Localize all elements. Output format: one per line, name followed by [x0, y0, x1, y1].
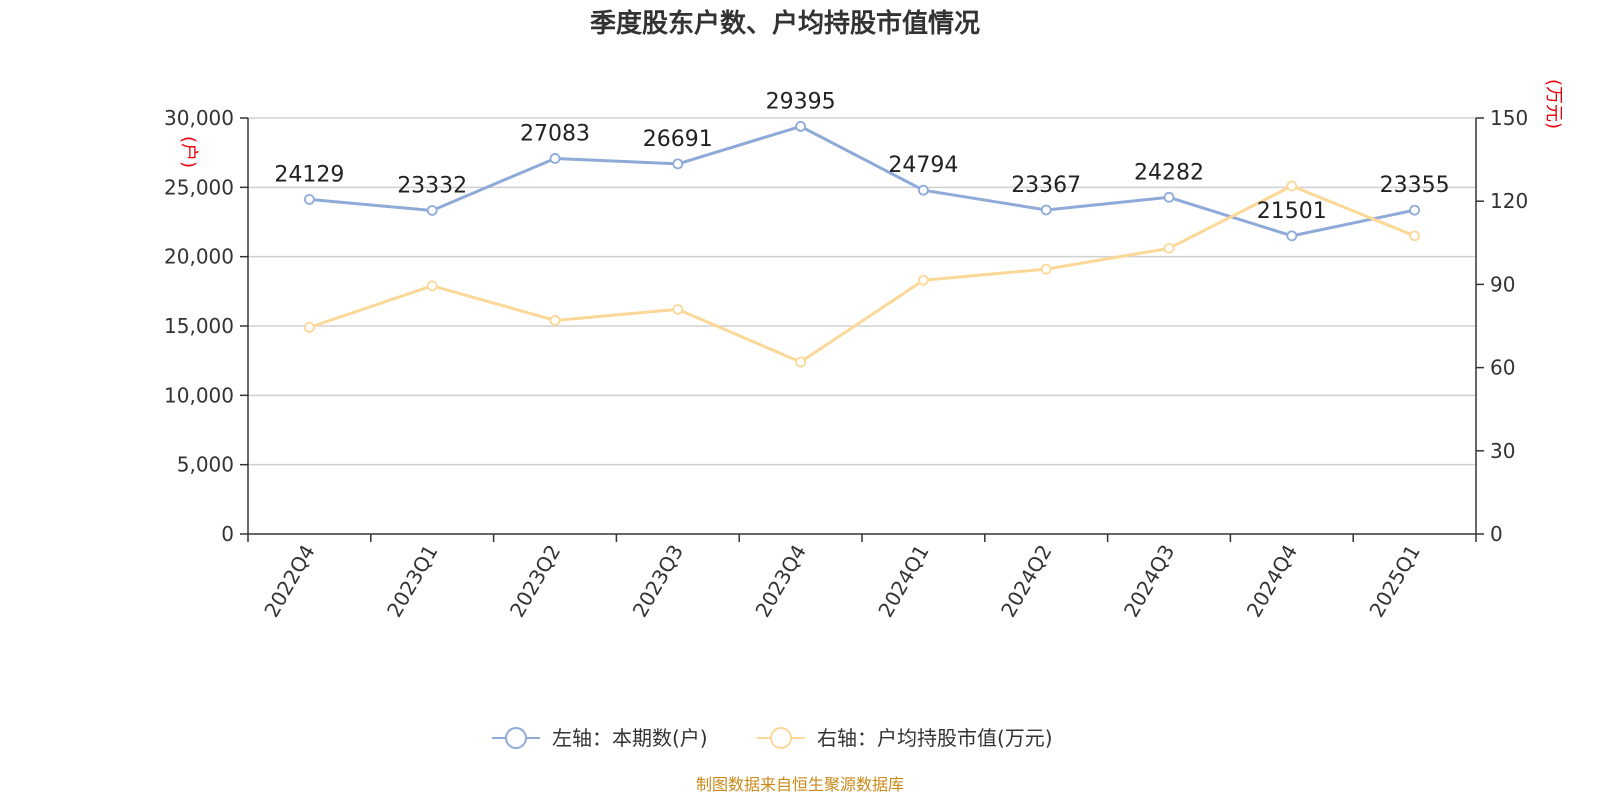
data-point-households[interactable]	[672, 158, 684, 170]
data-point-market-value[interactable]	[1040, 263, 1052, 275]
data-point-households[interactable]	[1163, 191, 1175, 203]
data-point-market-value[interactable]	[426, 280, 438, 292]
x-tick-label: 2022Q4	[259, 541, 319, 622]
legend-households-marker-icon	[505, 727, 527, 749]
source-note: 制图数据来自恒生聚源数据库	[696, 775, 904, 794]
data-point-market-value[interactable]	[1286, 180, 1298, 192]
data-label: 23355	[1380, 173, 1450, 198]
right-tick-label: 30	[1490, 439, 1515, 463]
legend-item-market-value[interactable]: 右轴：户均持股市值(万元)	[757, 726, 1053, 750]
right-axis-unit: (万元)	[1543, 79, 1564, 129]
data-label: 24129	[274, 162, 344, 187]
data-label: 24794	[888, 153, 958, 178]
left-tick-label: 0	[221, 522, 234, 546]
data-point-households[interactable]	[918, 184, 929, 196]
right-tick-label: 120	[1490, 189, 1528, 213]
data-point-market-value[interactable]	[1409, 230, 1420, 242]
series-line-households	[309, 124, 1415, 238]
data-point-households[interactable]	[1040, 204, 1052, 216]
data-label: 23332	[397, 173, 467, 198]
left-tick-label: 25,000	[164, 175, 234, 199]
x-tick-label: 2024Q1	[873, 541, 933, 622]
data-point-market-value[interactable]	[549, 315, 561, 326]
data-label: 27083	[520, 121, 590, 146]
data-point-market-value[interactable]	[672, 303, 684, 315]
data-label: 29395	[766, 89, 836, 114]
series-layer	[303, 120, 1420, 368]
legend-market-value-marker-icon	[770, 727, 792, 749]
data-point-households[interactable]	[795, 120, 806, 132]
x-tick-label: 2023Q2	[505, 541, 565, 622]
x-tick-label: 2024Q2	[996, 541, 1056, 622]
right-tick-label: 60	[1490, 356, 1515, 380]
data-point-households[interactable]	[303, 194, 315, 205]
data-point-market-value[interactable]	[1163, 242, 1175, 254]
data-point-market-value[interactable]	[918, 274, 929, 286]
data-label: 26691	[643, 127, 713, 152]
x-tick-label: 2025Q1	[1364, 541, 1424, 622]
data-point-market-value[interactable]	[303, 321, 315, 333]
left-y-axis-ticks: 0 5,000 10,000 15,000 20,000 25,000 30,000	[164, 106, 248, 546]
data-labels: 24129 23332 27083 26691 29395 24794 23367 24282…	[274, 89, 1449, 223]
x-tick-label: 2023Q1	[382, 541, 442, 622]
legend: 左轴：本期数(户) 右轴：户均持股市值(万元)	[492, 726, 1053, 750]
data-point-households[interactable]	[549, 153, 561, 164]
data-point-market-value[interactable]	[795, 356, 806, 368]
legend-market-value-label: 右轴：户均持股市值(万元)	[817, 726, 1053, 750]
data-label: 21501	[1257, 199, 1327, 224]
left-tick-label: 20,000	[164, 245, 234, 269]
left-tick-label: 10,000	[164, 383, 234, 407]
left-axis-unit: (户)	[178, 136, 199, 168]
left-tick-label: 30,000	[164, 106, 234, 130]
data-label: 24282	[1134, 160, 1204, 185]
right-tick-label: 90	[1490, 272, 1515, 296]
right-tick-label: 150	[1490, 106, 1528, 130]
series-line-market-value	[308, 184, 1416, 364]
left-tick-label: 5,000	[177, 453, 234, 477]
left-tick-label: 15,000	[164, 314, 234, 338]
x-tick-label: 2024Q3	[1119, 541, 1179, 622]
data-point-households[interactable]	[1409, 204, 1420, 216]
legend-households-label: 左轴：本期数(户)	[552, 726, 708, 750]
x-axis-ticks: 2022Q4 2023Q1 2023Q2 2023Q3 2023Q4 2024Q1 2024…	[247, 534, 1477, 622]
data-point-households[interactable]	[426, 205, 438, 216]
data-label: 23367	[1011, 173, 1081, 198]
gridlines	[248, 117, 1476, 466]
chart-title: 季度股东户数、户均持股市值情况	[590, 8, 980, 39]
data-point-households[interactable]	[1286, 230, 1298, 242]
right-y-axis-ticks: 0 30 60 90 120 150	[1476, 106, 1528, 546]
x-tick-label: 2023Q3	[628, 541, 688, 622]
right-tick-label: 0	[1490, 522, 1503, 546]
x-tick-label: 2024Q4	[1242, 541, 1302, 622]
x-tick-label: 2023Q4	[750, 541, 810, 622]
legend-item-households[interactable]: 左轴：本期数(户)	[492, 726, 708, 750]
